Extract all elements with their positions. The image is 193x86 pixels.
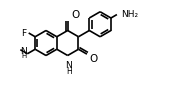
Text: O: O (72, 10, 80, 20)
Text: H: H (66, 66, 72, 76)
Text: N: N (65, 61, 72, 71)
Text: NH₂: NH₂ (121, 10, 138, 19)
Text: O: O (89, 54, 97, 64)
Text: F: F (22, 28, 27, 37)
Text: N: N (20, 47, 26, 56)
Text: H: H (21, 53, 26, 59)
